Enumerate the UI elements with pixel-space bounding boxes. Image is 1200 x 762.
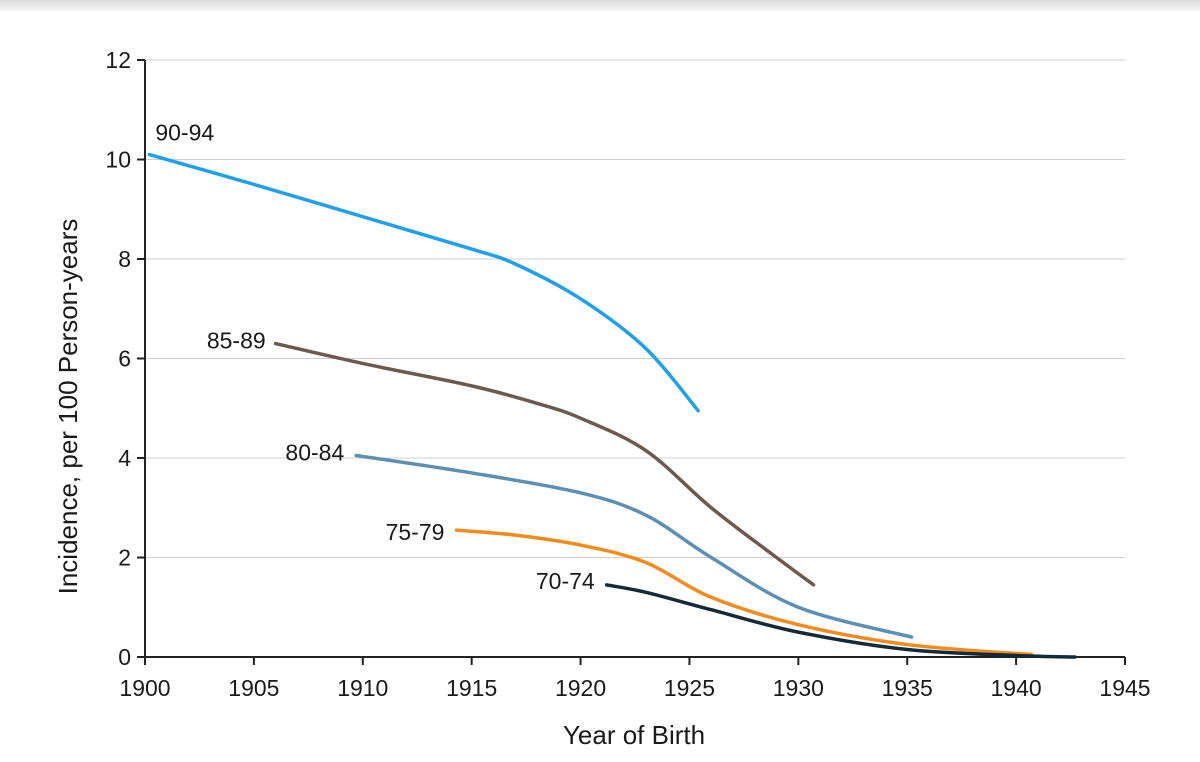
x-tick-label-1945: 1945 [1099, 675, 1150, 701]
x-tick-label-1920: 1920 [555, 675, 606, 701]
series-line-80-84 [354, 453, 914, 639]
y-tick-label-6: 6 [118, 346, 131, 372]
x-tick-label-1935: 1935 [882, 675, 933, 701]
series-line-85-89 [273, 341, 816, 587]
y-tick-label-4: 4 [118, 445, 131, 471]
x-tick-label-1940: 1940 [991, 675, 1042, 701]
x-tick-label-1930: 1930 [773, 675, 824, 701]
y-axis-ticks: 0 2 4 6 8 10 12 [105, 47, 145, 670]
y-tick-label-2: 2 [118, 545, 131, 571]
series-label-90-94: 90-94 [155, 120, 214, 146]
x-tick-label-1925: 1925 [664, 675, 715, 701]
x-tick-label-1900: 1900 [119, 675, 170, 701]
series-label-70-74: 70-74 [536, 568, 595, 594]
x-tick-label-1905: 1905 [228, 675, 279, 701]
top-shadow-rule [0, 0, 1200, 14]
series-lines [147, 152, 1077, 659]
y-tick-label-0: 0 [118, 644, 131, 670]
y-tick-label-10: 10 [105, 147, 131, 173]
series-line-70-74 [604, 583, 1077, 659]
x-axis-ticks: 1900 1905 1910 1915 1920 1925 1930 1935 1940 1945 [119, 657, 1151, 701]
y-tick-label-12: 12 [105, 47, 131, 73]
y-axis-title: Incidence, per 100 Person-years [53, 219, 83, 595]
x-axis-title: Year of Birth [563, 720, 705, 750]
y-tick-label-8: 8 [118, 246, 131, 272]
series-line-90-94 [147, 152, 700, 413]
series-label-80-84: 80-84 [285, 440, 344, 466]
series-label-85-89: 85-89 [207, 328, 266, 354]
series-line-75-79 [454, 528, 1034, 657]
x-tick-label-1910: 1910 [337, 675, 388, 701]
series-label-75-79: 75-79 [386, 519, 445, 545]
series-labels: 90-94 85-89 80-84 75-79 70-74 [155, 120, 595, 594]
x-tick-label-1915: 1915 [446, 675, 497, 701]
gridlines [145, 59, 1125, 558]
